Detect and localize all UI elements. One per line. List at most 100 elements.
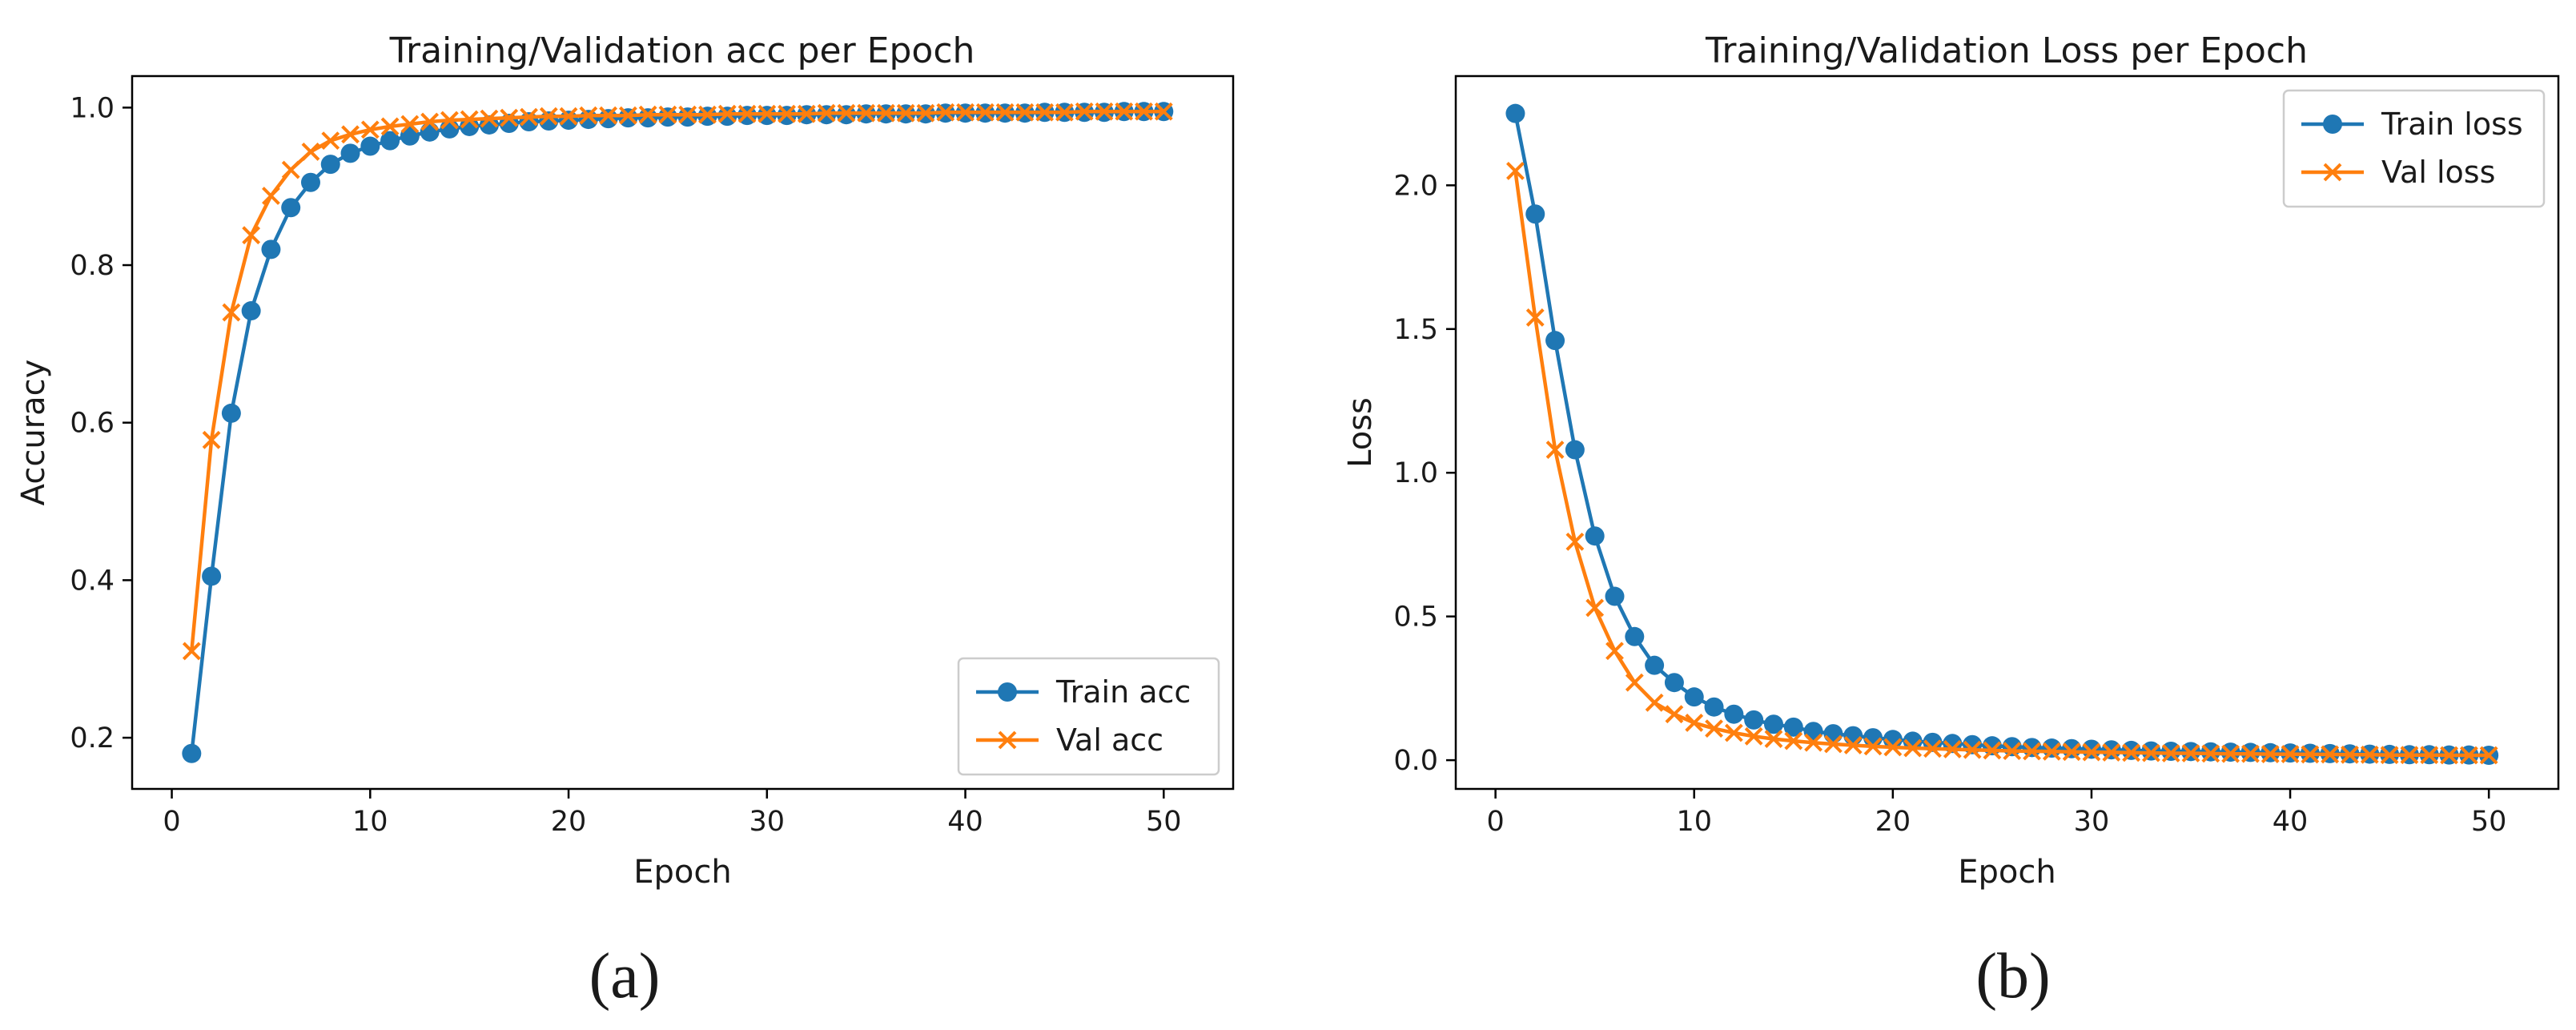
data-point xyxy=(1963,740,1982,759)
data-point xyxy=(618,108,638,128)
data-point xyxy=(1525,204,1545,224)
y-tick-label: 1.5 xyxy=(1393,314,1438,346)
series-line-val-acc xyxy=(190,110,1164,652)
data-point xyxy=(638,105,657,124)
data-point xyxy=(2062,742,2081,762)
x-tick-label: 0 xyxy=(1486,806,1504,838)
data-point xyxy=(1625,673,1644,692)
data-point xyxy=(916,103,935,123)
data-point xyxy=(2122,743,2140,762)
x-tick-label: 30 xyxy=(749,806,786,838)
data-point xyxy=(2400,746,2419,765)
data-point xyxy=(559,107,578,126)
data-point xyxy=(1605,586,1625,606)
data-point xyxy=(2459,746,2478,765)
data-point xyxy=(301,142,320,161)
data-point xyxy=(1585,598,1605,618)
data-point xyxy=(1075,102,1094,121)
y-tick-label: 0.5 xyxy=(1393,602,1438,634)
data-point xyxy=(717,104,737,123)
x-tick-label: 20 xyxy=(551,806,587,838)
data-point xyxy=(1565,532,1585,551)
data-point xyxy=(837,103,856,123)
data-point xyxy=(1545,331,1565,351)
data-point xyxy=(975,103,995,122)
data-point xyxy=(480,109,499,128)
data-point xyxy=(678,105,697,124)
data-point xyxy=(1055,103,1074,122)
data-point xyxy=(1565,440,1585,460)
data-point xyxy=(638,108,658,128)
data-point xyxy=(400,115,420,134)
data-point xyxy=(1154,102,1173,121)
data-point xyxy=(657,107,677,127)
data-point xyxy=(1983,741,2002,760)
data-point xyxy=(1545,441,1565,459)
data-point xyxy=(1724,704,1744,724)
legend-marker xyxy=(998,730,1017,750)
data-point xyxy=(2081,739,2101,759)
data-point xyxy=(1645,693,1664,712)
data-point xyxy=(321,131,340,151)
y-tick-label: 0.8 xyxy=(70,250,115,282)
data-point xyxy=(2301,745,2320,764)
data-point xyxy=(717,107,737,127)
data-point xyxy=(797,104,816,123)
data-point xyxy=(1645,655,1665,675)
data-point xyxy=(360,136,380,156)
data-point xyxy=(341,125,360,144)
data-point xyxy=(182,642,201,661)
data-point xyxy=(2281,745,2300,763)
data-point xyxy=(1784,731,1803,750)
data-point xyxy=(2181,744,2200,762)
data-point xyxy=(599,106,618,125)
data-point xyxy=(737,104,757,123)
data-point xyxy=(300,172,320,192)
data-point xyxy=(1744,726,1763,746)
data-point xyxy=(360,120,380,139)
series-line-train-acc xyxy=(190,110,1164,754)
data-point xyxy=(420,112,440,131)
data-point xyxy=(520,107,538,127)
accuracy-chart: Training/Validation acc per Epoch 0 10 20 30… xyxy=(15,30,1235,1012)
data-point xyxy=(559,111,579,131)
data-point xyxy=(460,116,480,136)
y-tick-label: 1.0 xyxy=(1393,457,1438,489)
y-tick-label: 1.0 xyxy=(70,92,115,124)
data-point xyxy=(1685,714,1704,732)
y-tick-label: 0.6 xyxy=(70,408,115,440)
legend-marker xyxy=(2323,115,2342,134)
data-point xyxy=(380,131,400,151)
data-point xyxy=(2161,744,2180,762)
data-point xyxy=(1015,103,1035,122)
x-tick-label: 30 xyxy=(2074,806,2110,838)
legend-label: Val acc xyxy=(1056,722,1163,758)
data-point xyxy=(995,103,1015,122)
data-point xyxy=(1903,738,1923,758)
x-tick-label: 10 xyxy=(1676,806,1712,838)
legend: Train acc Val acc xyxy=(957,657,1220,776)
y-tick-label: 0.4 xyxy=(70,565,115,597)
data-point xyxy=(182,743,202,763)
data-point xyxy=(956,103,975,122)
x-tick-label: 10 xyxy=(352,806,388,838)
y-axis-label: Accuracy xyxy=(15,360,52,506)
data-point xyxy=(2201,744,2220,763)
data-point xyxy=(579,106,598,125)
data-point xyxy=(877,103,895,123)
y-tick-label: 0.2 xyxy=(70,722,115,754)
y-tick-label: 2.0 xyxy=(1393,170,1438,202)
data-point xyxy=(261,239,281,260)
data-point xyxy=(857,103,876,123)
data-point xyxy=(2380,746,2399,765)
axes-frame xyxy=(1454,74,2560,791)
data-point xyxy=(1923,739,1942,758)
data-point xyxy=(1763,714,1783,734)
data-point xyxy=(2102,743,2121,762)
data-point xyxy=(281,198,301,218)
x-tick-label: 0 xyxy=(163,806,180,838)
legend: Train loss Val loss xyxy=(2282,89,2546,208)
data-point xyxy=(2221,744,2240,763)
data-point xyxy=(340,143,360,163)
